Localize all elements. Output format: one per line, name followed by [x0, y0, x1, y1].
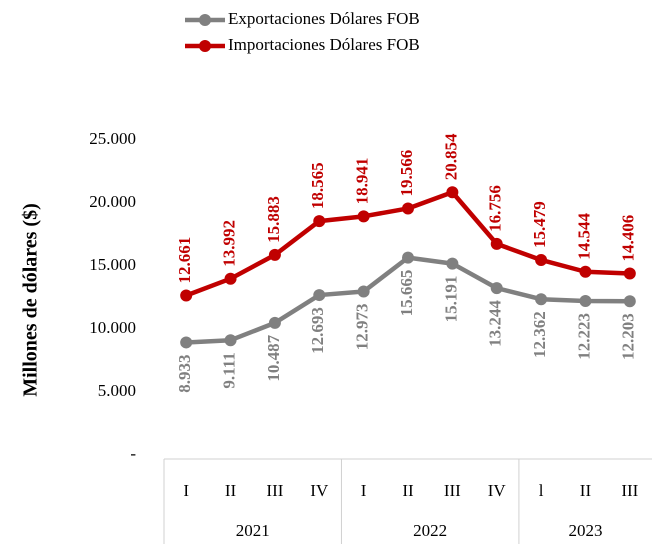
- data-label: 14.544: [574, 212, 593, 259]
- point: [268, 316, 281, 329]
- point: [579, 265, 592, 278]
- data-label: 15.479: [530, 201, 549, 248]
- point: [357, 285, 370, 298]
- data-label: 14.406: [619, 215, 638, 262]
- y-tick-label: 5.000: [98, 381, 136, 400]
- legend-label: Importaciones Dólares FOB: [228, 35, 420, 54]
- point: [490, 237, 503, 250]
- x-tick-label: III: [266, 481, 283, 500]
- y-axis-title: Millones de dólares ($): [20, 203, 42, 397]
- group-label: 2023: [568, 521, 602, 540]
- x-tick-label: I: [183, 481, 189, 500]
- point: [535, 293, 548, 306]
- point: [180, 289, 193, 302]
- y-tick-label: 20.000: [89, 192, 136, 211]
- point: [313, 289, 326, 302]
- x-tick-label: III: [621, 481, 638, 500]
- data-label: 15.883: [264, 196, 283, 243]
- data-label: 12.362: [530, 311, 549, 358]
- x-tick-label: IV: [310, 481, 329, 500]
- point: [402, 251, 414, 264]
- data-label: 18.565: [308, 162, 327, 209]
- x-tick-label: I: [361, 481, 367, 500]
- data-label: 13.992: [219, 220, 238, 267]
- data-label: 13.244: [486, 300, 505, 347]
- point: [224, 334, 237, 347]
- point: [446, 186, 459, 199]
- data-label: 16.756: [486, 185, 505, 232]
- point: [623, 267, 636, 280]
- data-label: 12.661: [175, 237, 194, 284]
- data-label: 15.665: [397, 270, 416, 317]
- point: [180, 336, 193, 349]
- legend-label: Exportaciones Dólares FOB: [228, 9, 420, 28]
- data-label: 20.854: [441, 133, 460, 180]
- group-label: 2021: [236, 521, 270, 540]
- x-tick-label: II: [580, 481, 592, 500]
- legend-marker: [199, 14, 211, 26]
- point: [313, 215, 326, 228]
- data-label: 8.933: [175, 354, 194, 392]
- y-tick-label: 15.000: [89, 255, 136, 274]
- x-tick-label: II: [225, 481, 237, 500]
- y-tick-label: 10.000: [89, 318, 136, 337]
- point: [490, 282, 503, 295]
- point: [357, 210, 370, 223]
- point: [579, 294, 592, 307]
- point: [402, 202, 414, 215]
- y-tick-label: -: [130, 444, 136, 463]
- data-label: 12.203: [619, 313, 638, 360]
- data-label: 12.693: [308, 307, 327, 354]
- point: [535, 253, 548, 266]
- point: [623, 295, 636, 308]
- x-tick-label: III: [444, 481, 461, 500]
- point: [446, 257, 459, 270]
- data-label: 9.111: [219, 352, 238, 388]
- y-tick-label: 25.000: [89, 129, 136, 148]
- data-label: 19.566: [397, 150, 416, 197]
- x-tick-label: IV: [488, 481, 507, 500]
- data-label: 12.973: [353, 304, 372, 351]
- point: [268, 248, 281, 261]
- group-label: 2022: [413, 521, 447, 540]
- x-tick-label: l: [539, 481, 544, 500]
- data-label: 10.487: [264, 334, 283, 381]
- legend-marker: [199, 40, 211, 52]
- x-tick-label: II: [402, 481, 414, 500]
- data-label: 18.941: [353, 158, 372, 205]
- data-label: 12.223: [574, 313, 593, 360]
- data-label: 15.191: [441, 276, 460, 323]
- point: [224, 272, 237, 285]
